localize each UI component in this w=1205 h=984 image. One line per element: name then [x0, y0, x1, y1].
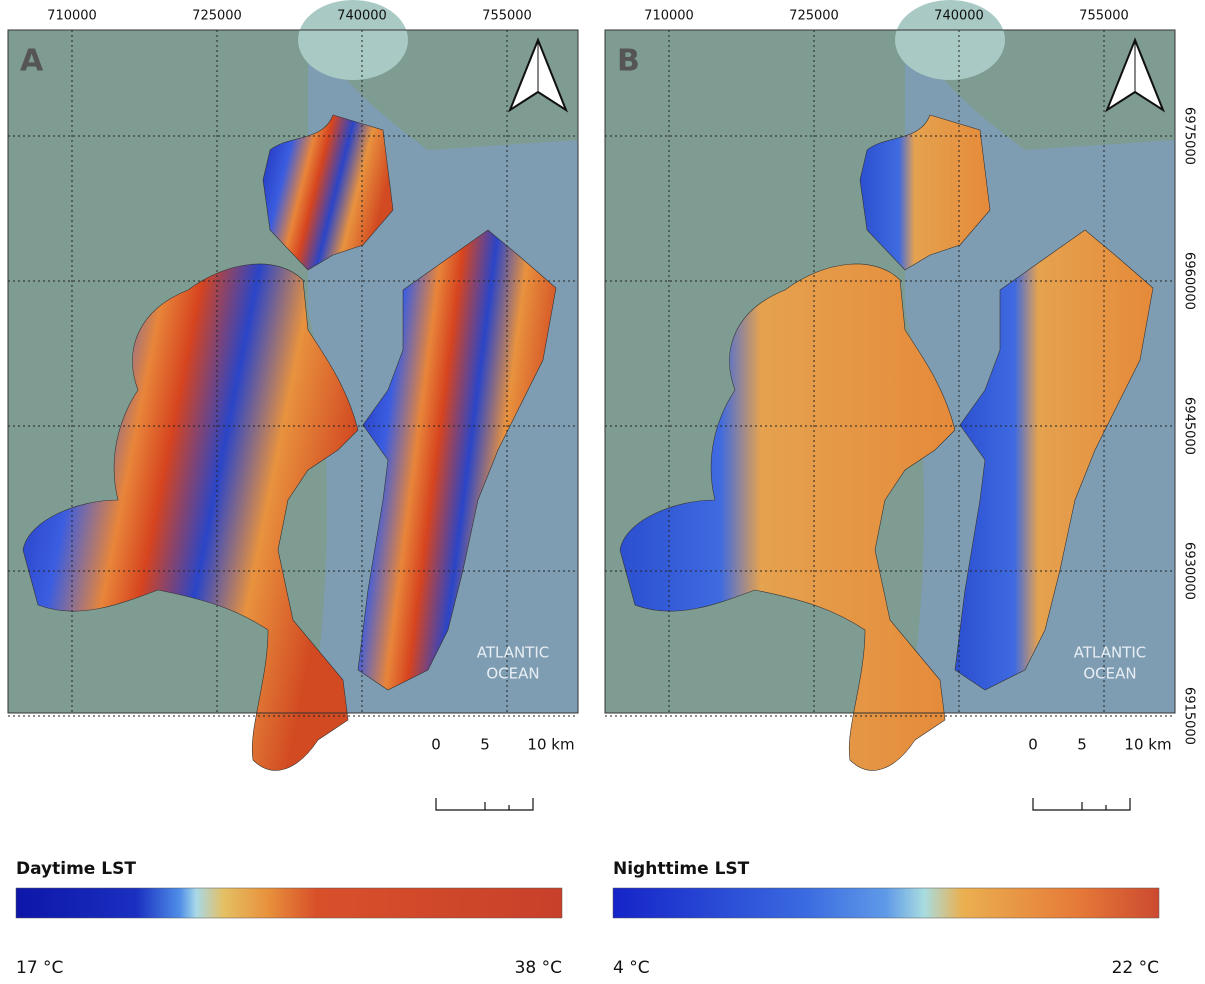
scale-label: 10 km	[1124, 736, 1171, 754]
x-coordinate-label: 740000	[337, 9, 387, 24]
map-panel: B ATLANTIC OCEAN 0 5 10 km	[605, 0, 1175, 810]
scale-bar	[1033, 798, 1130, 810]
legend-min-label: 17 °C	[16, 958, 63, 978]
legend-max-label: 38 °C	[515, 958, 562, 978]
y-coordinate-label: 6945000	[1182, 397, 1197, 455]
map-panel: A ATLANTIC OCEAN 0 5 10 km	[8, 0, 578, 810]
legend-title: Daytime LST	[16, 859, 136, 879]
x-coordinate-label: 710000	[644, 9, 694, 24]
scale-label: 5	[1077, 736, 1087, 754]
scale-label: 5	[480, 736, 490, 754]
x-coordinate-label: 755000	[1079, 9, 1129, 24]
legend-colorbar	[16, 888, 562, 918]
x-coordinate-label: 725000	[789, 9, 839, 24]
scale-label: 0	[1028, 736, 1038, 754]
page: A ATLANTIC OCEAN 0 5 10 km 710000 725000 740000 7…	[0, 0, 1205, 980]
scale-bar	[436, 798, 533, 810]
y-coordinate-label: 6915000	[1182, 687, 1197, 745]
x-coordinate-label: 710000	[47, 9, 97, 24]
legend-max-label: 22 °C	[1112, 958, 1159, 978]
y-coordinate-label: 6960000	[1182, 252, 1197, 310]
scale-label: 0	[431, 736, 441, 754]
ocean-label: ATLANTIC	[1074, 644, 1147, 662]
panel-letter: A	[20, 44, 44, 79]
figure: A ATLANTIC OCEAN 0 5 10 km 710000 725000 740000 7…	[0, 0, 1205, 980]
y-coordinate-label: 6930000	[1182, 542, 1197, 600]
ocean-label: OCEAN	[486, 665, 539, 683]
x-coordinate-label: 725000	[192, 9, 242, 24]
panel-letter: B	[617, 44, 640, 79]
ocean-label: ATLANTIC	[477, 644, 550, 662]
scale-label: 10 km	[527, 736, 574, 754]
y-coordinate-label: 6975000	[1182, 107, 1197, 165]
legend-colorbar	[613, 888, 1159, 918]
legend-min-label: 4 °C	[613, 958, 650, 978]
ocean-label: OCEAN	[1083, 665, 1136, 683]
x-coordinate-label: 740000	[934, 9, 984, 24]
x-coordinate-label: 755000	[482, 9, 532, 24]
legend-title: Nighttime LST	[613, 859, 750, 879]
